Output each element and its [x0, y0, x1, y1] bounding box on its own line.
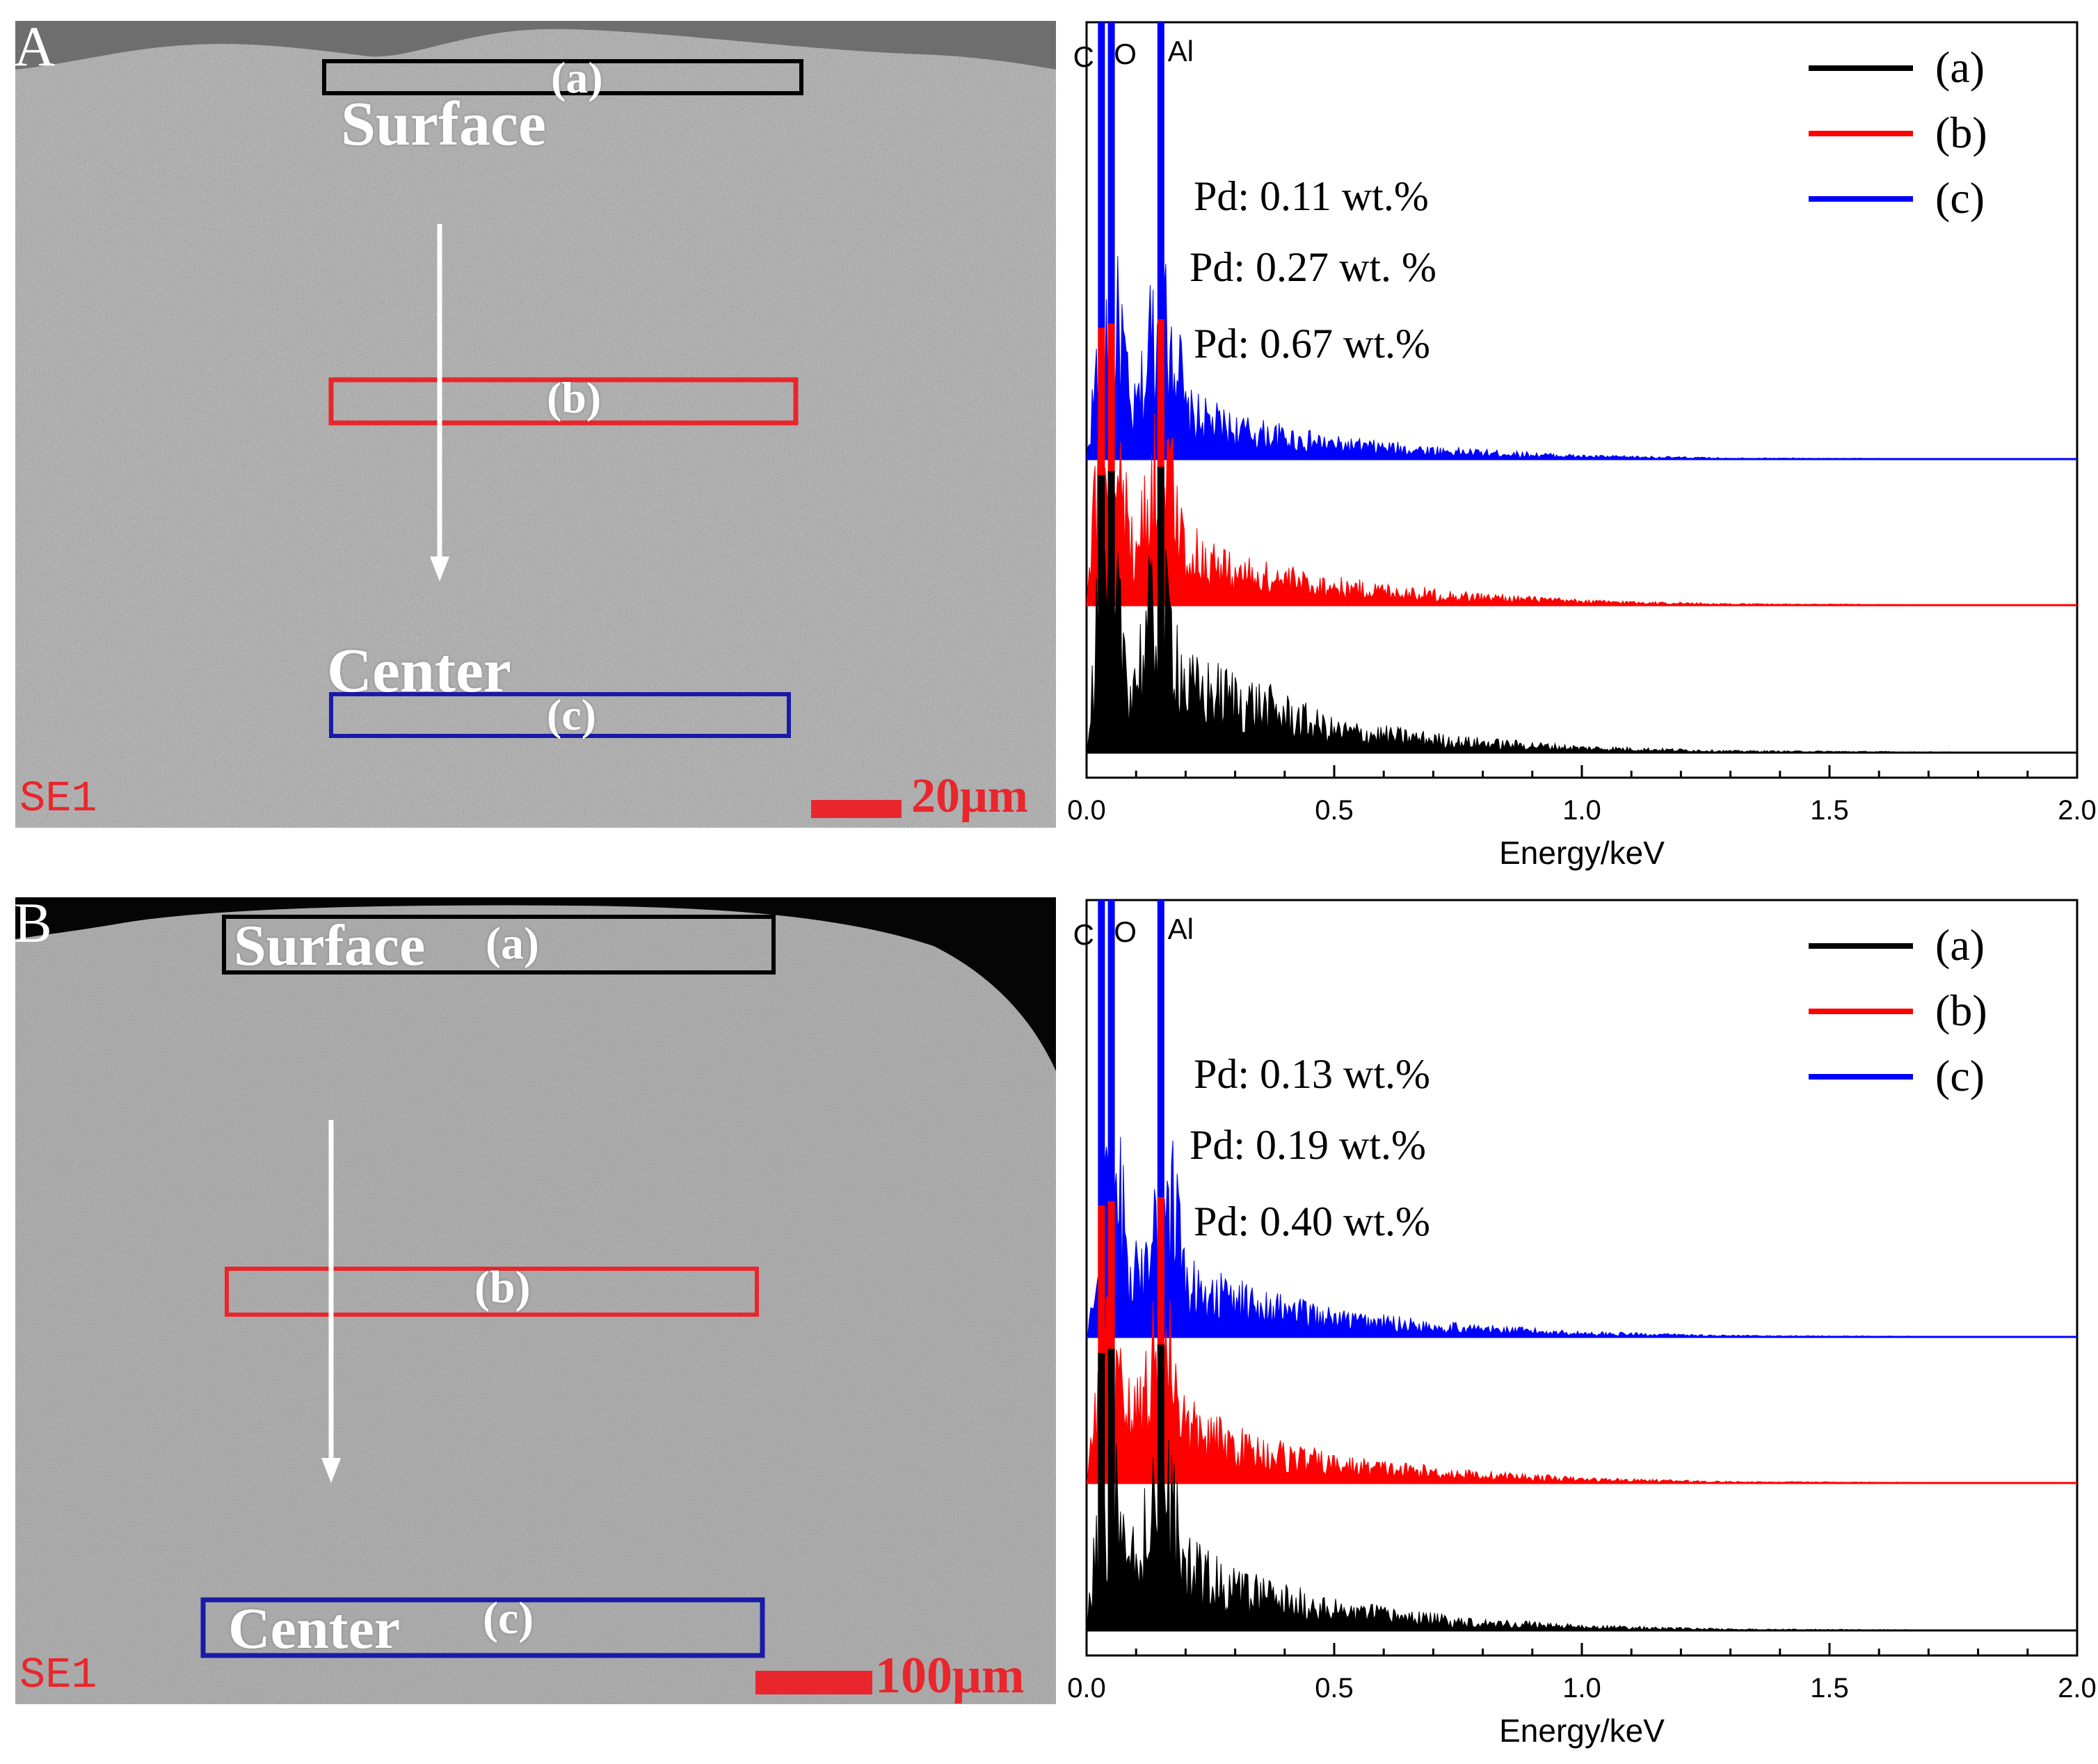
eds-spectrum-b: 0.0 0.5 1.0 1.5 2.0 Energy/keV Pd: 0.13 wt.% Pd… [1067, 899, 2097, 1749]
spectrum-peak [1157, 1345, 1164, 1630]
label-center: Center [228, 1596, 401, 1661]
sem-image-b: Surface (a) (b) Center (c) SE1 100μm [15, 897, 1056, 1704]
spectrum-peak [1098, 1353, 1105, 1630]
region-b-box [225, 1267, 759, 1317]
peak-label-al: Al [1168, 35, 1194, 67]
region-c-box [329, 692, 791, 738]
x-tick-label: 2.0 [2058, 1673, 2097, 1703]
panel-letter-a: A [14, 15, 56, 78]
scale-bar-label: 20μm [911, 769, 1028, 823]
series-c [1086, 900, 2077, 1338]
spectrum-peak [1107, 1201, 1115, 1483]
x-tick-label: 0.0 [1067, 1673, 1106, 1703]
label-region-a: (a) [486, 918, 539, 969]
label-region-b: (b) [474, 1262, 531, 1313]
plot-frame [1085, 899, 2079, 1657]
legend-label: (b) [1935, 986, 1987, 1035]
legend-label: (c) [1935, 1051, 1985, 1100]
peak-label-o: O [1114, 915, 1137, 948]
series-a [1086, 1345, 2077, 1632]
detector-label: SE1 [19, 1651, 97, 1700]
series-b [1086, 319, 2077, 607]
peak-label-o: O [1114, 38, 1137, 70]
pd-annotation-a: Pd: 0.67 wt.% [1194, 321, 1430, 367]
spectrum-peak [1098, 475, 1105, 753]
series-c [1086, 22, 2077, 460]
spectrum-peak [1107, 323, 1115, 605]
legend-label: (c) [1935, 173, 1985, 223]
panel-letter-b: B [14, 891, 52, 954]
region-c-box [200, 1597, 765, 1658]
eds-spectrum-a: 0.0 0.5 1.0 1.5 2.0 Energy/keV Pd: 0.11 wt.% Pd… [1067, 21, 2097, 871]
label-region-b: (b) [547, 373, 602, 422]
region-a-box [322, 59, 803, 95]
spectrum-peak [1098, 328, 1105, 605]
sem-micrograph-a [15, 21, 1056, 828]
spectrum-peak [1098, 900, 1105, 1337]
scale-bar-a [811, 800, 902, 818]
scale-bar-label: 100μm [875, 1647, 1025, 1704]
scale-bar-b [755, 1671, 872, 1694]
x-tick-label: 1.5 [1810, 795, 1849, 826]
region-a-box [222, 915, 776, 975]
plot-frame [1085, 21, 2079, 779]
label-surface: Surface [234, 913, 426, 978]
x-axis-label: Energy/keV [1499, 835, 1665, 871]
sem-image-a: (a) Surface (b) Center (c) SE1 20μm [15, 21, 1056, 828]
x-tick-label: 2.0 [2058, 795, 2097, 826]
spectrum-peak [1157, 467, 1164, 753]
pd-annotation-c: Pd: 0.11 wt.% [1194, 173, 1429, 219]
peak-label-al: Al [1168, 913, 1194, 945]
series-a [1086, 467, 2077, 754]
detector-label: SE1 [19, 774, 97, 824]
spectrum-peak [1098, 22, 1105, 459]
pd-annotation-b: Pd: 0.19 wt.% [1190, 1122, 1426, 1168]
spectrum-peak [1157, 22, 1164, 459]
spectrum-peak [1107, 1349, 1115, 1630]
label-region-c: (c) [483, 1593, 534, 1644]
pd-annotation-c: Pd: 0.13 wt.% [1194, 1051, 1430, 1097]
x-tick-label: 0.5 [1315, 795, 1354, 826]
label-center: Center [327, 636, 511, 705]
series-b [1086, 1197, 2077, 1484]
spectrum-peak [1098, 1205, 1105, 1483]
label-region-a: (a) [551, 53, 603, 102]
spectrum-peak [1107, 22, 1115, 459]
spectrum-peak [1107, 900, 1115, 1337]
x-tick-label: 0.5 [1315, 1673, 1354, 1703]
pd-annotation-b: Pd: 0.27 wt. % [1190, 244, 1436, 290]
legend-label: (a) [1935, 42, 1985, 92]
spectrum-peak [1157, 1197, 1164, 1483]
region-b-box [328, 377, 799, 426]
spectrum-peak [1157, 319, 1164, 605]
x-tick-label: 1.0 [1562, 795, 1601, 826]
x-tick-label: 1.0 [1562, 1673, 1601, 1703]
spectrum-peak [1107, 471, 1115, 753]
legend-label: (b) [1935, 108, 1987, 157]
sem-micrograph-b [15, 897, 1056, 1704]
pd-annotation-a: Pd: 0.40 wt.% [1194, 1198, 1430, 1244]
label-surface: Surface [341, 90, 546, 159]
label-region-c: (c) [547, 690, 597, 739]
legend-label: (a) [1935, 920, 1985, 970]
peak-label-c: C [1073, 40, 1094, 73]
x-tick-label: 1.5 [1810, 1673, 1849, 1703]
x-tick-label: 0.0 [1067, 795, 1106, 826]
peak-label-c: C [1073, 918, 1094, 951]
x-axis-label: Energy/keV [1499, 1713, 1665, 1749]
spectrum-peak [1157, 900, 1164, 1337]
